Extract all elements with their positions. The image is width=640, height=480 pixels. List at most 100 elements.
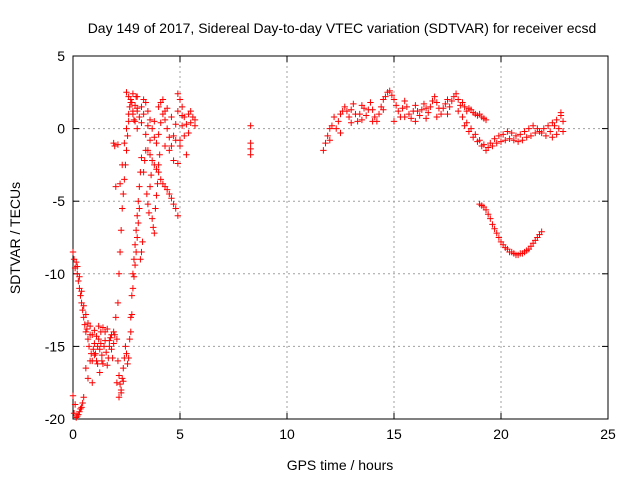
data-point [129, 110, 137, 118]
data-point [328, 122, 336, 129]
data-point [499, 241, 507, 248]
data-point [437, 110, 445, 118]
data-point [183, 151, 190, 158]
data-point [174, 212, 182, 219]
data-point [84, 335, 92, 343]
data-point [94, 360, 101, 368]
data-point [126, 103, 133, 111]
data-point [495, 132, 503, 140]
data-point [512, 251, 520, 259]
data-point [96, 369, 103, 376]
data-point [110, 340, 117, 347]
plot-frame [72, 55, 609, 420]
data-point [121, 176, 128, 183]
data-point [176, 142, 184, 150]
series-late-band [320, 87, 567, 154]
data-point [345, 113, 353, 121]
data-point [77, 292, 84, 299]
data-point [480, 141, 488, 148]
data-point [499, 131, 507, 138]
data-point [93, 357, 100, 365]
data-point [168, 195, 175, 202]
data-point [247, 151, 254, 158]
data-point [534, 125, 541, 132]
data-point [93, 333, 100, 340]
data-point [86, 322, 94, 330]
data-point [151, 161, 158, 169]
data-point [484, 144, 492, 151]
data-point [532, 129, 539, 137]
data-point [156, 151, 163, 158]
data-point [422, 115, 430, 122]
data-point [407, 115, 415, 122]
data-point [382, 93, 389, 100]
data-point [154, 180, 161, 187]
data-point [157, 119, 164, 126]
data-point [429, 97, 436, 105]
data-point [401, 113, 408, 121]
data-point [122, 343, 129, 350]
data-point [102, 349, 110, 356]
data-point [356, 110, 363, 118]
data-point [459, 99, 466, 106]
data-point [348, 119, 355, 126]
chart-title: Day 149 of 2017, Sidereal Day-to-day VTE… [88, 20, 597, 36]
data-point [79, 399, 86, 407]
data-point [114, 299, 122, 307]
data-point [178, 103, 186, 111]
data-point [418, 106, 426, 113]
data-point [130, 256, 138, 263]
data-point [482, 206, 490, 214]
data-point [69, 392, 77, 399]
data-point [74, 412, 81, 420]
data-point [369, 106, 376, 113]
data-point [86, 357, 94, 365]
data-point [144, 107, 152, 115]
y-tick-label: 5 [57, 48, 65, 64]
data-point [148, 157, 156, 164]
data-point [157, 176, 164, 183]
data-point [448, 97, 455, 105]
data-point [92, 350, 99, 357]
data-point [74, 263, 81, 270]
data-point [152, 205, 159, 212]
data-point [168, 113, 175, 121]
data-point [110, 139, 117, 147]
data-point [455, 96, 462, 103]
data-point [467, 125, 475, 132]
data-point [161, 116, 169, 124]
y-tick-label: -10 [45, 266, 65, 282]
data-point [178, 122, 186, 129]
data-point [148, 215, 156, 222]
data-point [129, 270, 137, 277]
data-point [375, 110, 383, 118]
data-point [170, 157, 177, 164]
data-point [525, 125, 533, 132]
data-point [141, 157, 148, 164]
data-point [519, 137, 526, 144]
data-point [120, 378, 127, 385]
data-point [123, 147, 130, 154]
data-point [358, 116, 366, 124]
data-point [151, 134, 158, 141]
data-point [191, 116, 199, 124]
data-point [80, 394, 87, 401]
data-point [76, 408, 83, 415]
axis-ticks [72, 55, 609, 420]
data-point [459, 113, 466, 121]
data-point [442, 100, 449, 108]
data-point [110, 328, 117, 336]
data-point [144, 200, 152, 208]
data-point [333, 125, 340, 132]
data-point [129, 90, 137, 97]
data-point [380, 106, 387, 113]
data-point [147, 171, 155, 179]
data-point [82, 328, 90, 336]
data-point [132, 227, 140, 234]
data-point [412, 118, 419, 125]
data-point [112, 183, 119, 190]
data-point [529, 122, 537, 129]
data-point [81, 321, 88, 328]
x-tick-label: 15 [386, 426, 402, 442]
series-rise [110, 93, 163, 401]
